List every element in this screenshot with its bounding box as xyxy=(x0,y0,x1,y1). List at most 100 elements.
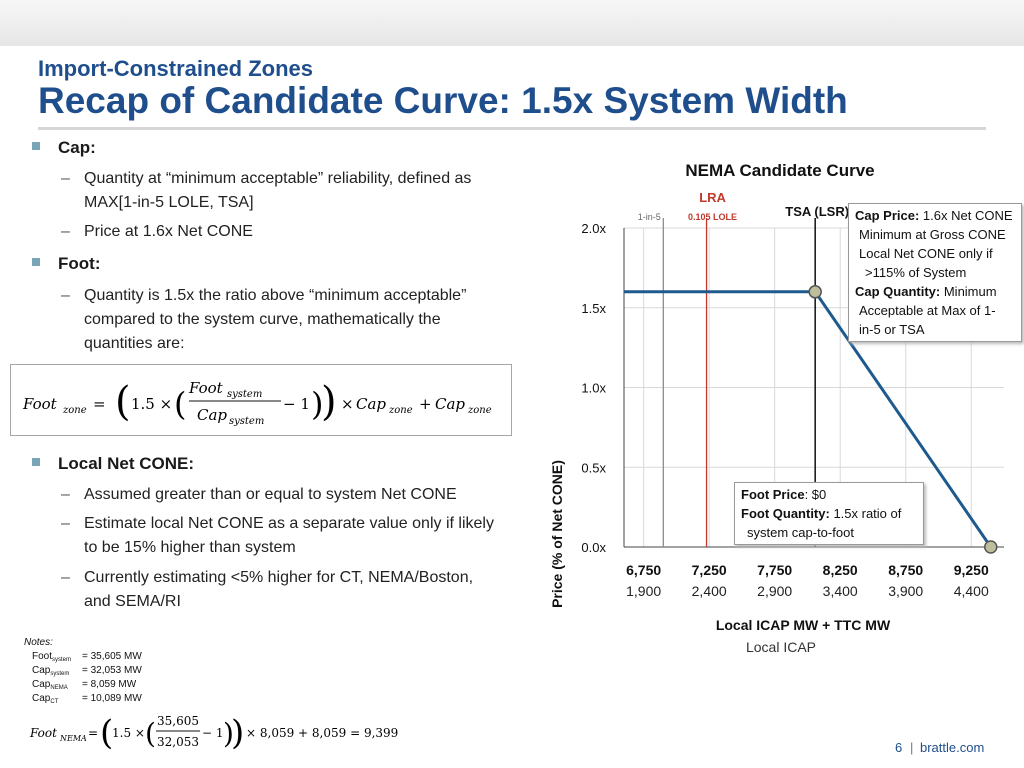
local-item-1-text: Assumed greater than or equal to system … xyxy=(84,486,457,503)
foot-item-line-3: quantities are: xyxy=(84,335,185,352)
local-item-2-line-2: to be 15% higher than system xyxy=(84,539,296,556)
formula-cap2-sub: zone xyxy=(467,405,492,416)
cap-item-2: – Price at 1.6x Net CONE xyxy=(61,220,544,244)
cap-item-1: – Quantity at “minimum acceptable” relia… xyxy=(61,167,544,215)
formula-den-sub: system xyxy=(229,416,264,427)
x-tick-label-secondary: 1,900 xyxy=(626,583,661,599)
notes-formula-lhs-sub: NEMA xyxy=(59,734,87,743)
foot-formula-box: Foot zone = ( 1.5 × ( Foot system Cap sy… xyxy=(10,364,512,436)
local-item-1: – Assumed greater than or equal to syste… xyxy=(61,483,544,507)
y-axis-label: Price (% of Net CONE) xyxy=(549,460,565,608)
notes-formula-eq: = xyxy=(88,726,98,740)
notes-key-sub: system xyxy=(50,671,70,677)
x-tick-label: 7,250 xyxy=(692,562,727,578)
notes-formula-inner-close-paren: ) xyxy=(223,717,234,750)
x-tick-label: 6,750 xyxy=(626,562,661,578)
cap-item-1-line-2: MAX[1-in-5 LOLE, TSA] xyxy=(84,194,254,211)
x-tick-label-secondary: 3,900 xyxy=(888,583,923,599)
formula-coef: 1.5 × xyxy=(131,395,172,413)
formula-lhs-sub: zone xyxy=(62,405,87,416)
notes-formula-coef: 1.5 × xyxy=(112,726,145,740)
notes-row: CapCT = 10,089 MW xyxy=(24,692,142,706)
y-tick-label: 2.0x xyxy=(581,221,606,236)
bullet-foot: Foot: xyxy=(32,254,100,274)
formula-cap: Cap xyxy=(356,395,386,413)
bullet-square-icon xyxy=(32,458,40,466)
x-tick-label: 8,750 xyxy=(888,562,923,578)
x-tick-label-secondary: 3,400 xyxy=(823,583,858,599)
bullet-cap-label: Cap: xyxy=(58,138,96,157)
cap-annotation-box: Cap Price: 1.6x Net CONE Minimum at Gros… xyxy=(848,203,1022,342)
x-axis-label: Local ICAP MW + TTC MW xyxy=(716,617,891,633)
foot-price-value: : $0 xyxy=(804,487,827,502)
footer-separator: | xyxy=(910,740,914,755)
formula-close-paren: ) xyxy=(321,379,337,425)
formula-lhs: Foot xyxy=(22,395,58,413)
cap-price-title: Cap Price: xyxy=(855,208,920,223)
notes-formula: Foot NEMA = ( 1.5 × ( 35,605 32,053 − 1 … xyxy=(29,713,398,753)
notes-row: Footsystem = 35,605 MW xyxy=(24,650,142,664)
foot-point-marker xyxy=(984,540,998,554)
dash-icon: – xyxy=(61,569,70,586)
formula-cap2: Cap xyxy=(435,395,465,413)
notes-formula-den: 32,053 xyxy=(157,735,199,749)
dash-icon: – xyxy=(61,287,70,304)
chart-title: NEMA Candidate Curve xyxy=(685,161,874,180)
notes-key: Cap xyxy=(32,665,51,676)
foot-item-1: – Quantity is 1.5x the ratio above “mini… xyxy=(61,284,544,356)
y-tick-label: 1.5x xyxy=(581,301,606,316)
vline-label-lra: LRA xyxy=(699,190,726,205)
notes-formula-minus: − 1 xyxy=(202,726,224,740)
x-tick-label-secondary: 2,900 xyxy=(757,583,792,599)
formula-inner-open-paren: ( xyxy=(174,385,186,423)
notes-key: Cap xyxy=(32,679,51,690)
notes-formula-num: 35,605 xyxy=(157,714,199,728)
notes-key-sub: CT xyxy=(50,699,59,705)
local-item-3: – Currently estimating <5% higher for CT… xyxy=(61,566,544,614)
notes-row: Capsystem = 32,053 MW xyxy=(24,664,142,678)
notes-key-sub: NEMA xyxy=(50,685,68,691)
notes-key: Cap xyxy=(32,693,51,704)
x-tick-label: 7,750 xyxy=(757,562,792,578)
local-item-3-line-1: Currently estimating <5% higher for CT, … xyxy=(84,569,474,586)
notes-block: Notes: Footsystem = 35,605 MW Capsystem … xyxy=(24,636,142,706)
cap-point-marker xyxy=(808,285,822,299)
notes-key-sub: system xyxy=(52,657,72,663)
vline-label-one-in-five: 1-in-5 xyxy=(638,212,661,222)
formula-num-sub: system xyxy=(227,389,262,400)
formula-num: Foot xyxy=(188,379,224,397)
foot-quantity-value: 1.5x ratio of xyxy=(829,506,902,521)
notes-value: = 8,059 MW xyxy=(82,679,137,690)
notes-value: = 32,053 MW xyxy=(82,665,142,676)
formula-eq: = xyxy=(93,395,106,413)
y-tick-label: 0.5x xyxy=(581,460,606,475)
formula-minus: − 1 xyxy=(283,395,310,413)
cap-quantity-title: Cap Quantity: xyxy=(855,284,941,299)
cap-line: Local Net CONE only if xyxy=(859,246,993,261)
notes-formula-inner-open-paren: ( xyxy=(145,717,156,750)
cap-price-value: 1.6x Net CONE xyxy=(919,208,1013,223)
footer-brand-link[interactable]: brattle.com xyxy=(920,740,985,755)
notes-key: Foot xyxy=(32,651,53,662)
bullet-square-icon xyxy=(32,258,40,266)
local-item-2: – Estimate local Net CONE as a separate … xyxy=(61,512,544,560)
notes-value: = 10,089 MW xyxy=(82,693,142,704)
slide-subtitle: Import-Constrained Zones xyxy=(38,56,314,81)
notes-row: CapNEMA = 8,059 MW xyxy=(24,678,136,692)
foot-item-line-1: Quantity is 1.5x the ratio above “minimu… xyxy=(84,287,467,304)
x-tick-label: 9,250 xyxy=(954,562,989,578)
foot-annotation-box: Foot Price: $0 Foot Quantity: 1.5x ratio… xyxy=(734,482,924,545)
foot-quantity-title: Foot Quantity: xyxy=(741,506,830,521)
cap-line: Minimum at Gross CONE xyxy=(859,227,1006,242)
cap-qty-line: in-5 or TSA xyxy=(859,322,925,337)
cap-qty-line: Acceptable at Max of 1- xyxy=(859,303,996,318)
foot-price-title: Foot Price xyxy=(741,487,805,502)
notes-value: = 35,605 MW xyxy=(82,651,142,662)
x-tick-label-secondary: 4,400 xyxy=(954,583,989,599)
foot-qty-line: system cap-to-foot xyxy=(747,525,854,540)
notes-formula-open-paren: ( xyxy=(100,713,113,753)
bullet-cap: Cap: xyxy=(32,138,96,158)
x-tick-label: 8,250 xyxy=(823,562,858,578)
formula-open-paren: ( xyxy=(115,379,131,425)
cap-item-2-text: Price at 1.6x Net CONE xyxy=(84,223,253,240)
